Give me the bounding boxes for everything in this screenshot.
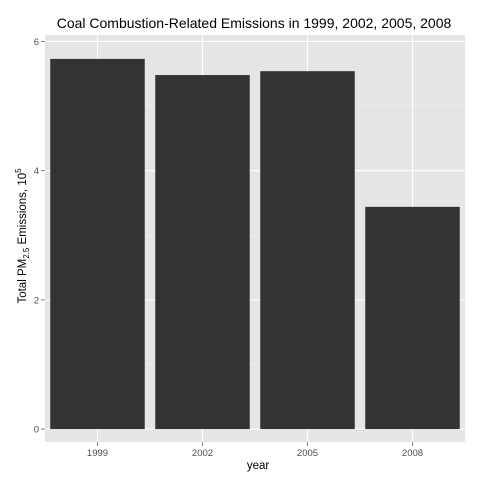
y-tick-label: 2 bbox=[34, 295, 39, 306]
y-axis-title-superscript: 5 bbox=[14, 168, 23, 173]
y-axis-title-prefix: Total PM bbox=[17, 259, 29, 304]
x-tick-label: 2005 bbox=[297, 448, 318, 459]
x-tick-label: 2008 bbox=[402, 448, 423, 459]
y-axis-title-middle: Emissions, 10 bbox=[17, 173, 29, 248]
bar-2002 bbox=[155, 75, 250, 429]
y-axis-title-subscript: 2.5 bbox=[22, 247, 31, 259]
y-axis-title: Total PM2.5 Emissions, 105 bbox=[14, 168, 31, 304]
y-tick-label: 4 bbox=[34, 166, 39, 177]
y-axis: 0 2 4 6 bbox=[34, 37, 45, 436]
x-axis-title: year bbox=[247, 460, 270, 472]
bar-2008 bbox=[365, 207, 460, 429]
x-tick-label: 1999 bbox=[87, 448, 108, 459]
chart-title: Coal Combustion-Related Emissions in 199… bbox=[57, 15, 452, 31]
bar-2005 bbox=[260, 71, 355, 429]
y-tick-label: 0 bbox=[34, 425, 39, 436]
x-tick-label: 2002 bbox=[192, 448, 213, 459]
bar-1999 bbox=[50, 59, 145, 429]
x-axis: 1999 2002 2005 2008 bbox=[87, 442, 423, 459]
y-tick-label: 6 bbox=[34, 37, 39, 48]
